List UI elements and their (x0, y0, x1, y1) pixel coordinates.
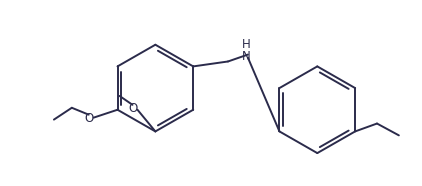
Text: H
N: H N (241, 38, 250, 63)
Text: O: O (84, 112, 93, 125)
Text: O: O (128, 102, 137, 115)
